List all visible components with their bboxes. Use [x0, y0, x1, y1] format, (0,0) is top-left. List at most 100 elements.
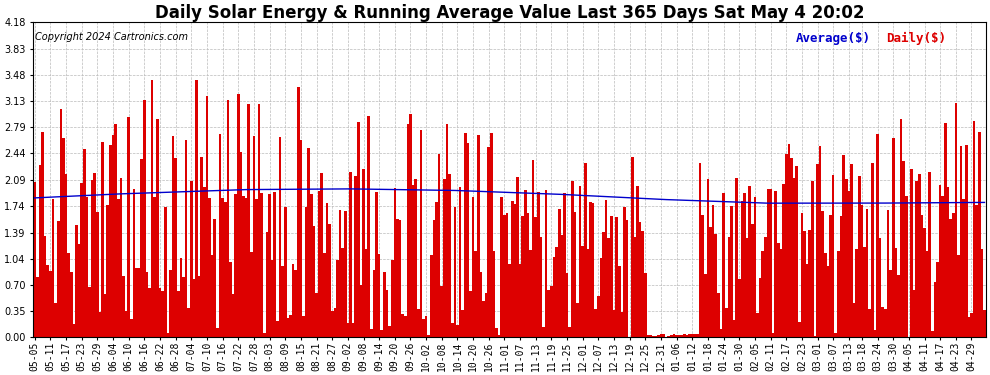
Bar — [78, 244, 80, 337]
Bar — [766, 189, 769, 337]
Bar — [587, 249, 589, 337]
Bar — [657, 335, 659, 337]
Bar — [816, 164, 819, 337]
Bar — [62, 138, 64, 337]
Bar — [600, 258, 602, 337]
Bar — [550, 286, 552, 337]
Bar — [840, 216, 842, 337]
Bar — [651, 336, 654, 337]
Bar — [887, 210, 889, 337]
Bar — [696, 334, 699, 337]
Bar — [811, 181, 814, 337]
Bar — [678, 335, 680, 337]
Bar — [248, 104, 250, 337]
Text: Daily($): Daily($) — [886, 32, 945, 45]
Bar — [391, 260, 393, 337]
Bar — [506, 213, 508, 337]
Bar — [584, 163, 587, 337]
Bar — [830, 214, 832, 337]
Bar — [555, 248, 558, 337]
Bar — [372, 270, 375, 337]
Bar — [487, 147, 490, 337]
Bar — [326, 203, 329, 337]
Bar — [736, 178, 738, 337]
Bar — [479, 272, 482, 337]
Bar — [464, 133, 466, 337]
Bar — [344, 211, 346, 337]
Bar — [404, 316, 407, 337]
Bar — [367, 116, 370, 337]
Bar — [292, 264, 294, 337]
Bar — [602, 232, 605, 337]
Bar — [153, 196, 156, 337]
Bar — [516, 177, 519, 337]
Bar — [965, 145, 967, 337]
Bar — [36, 277, 39, 337]
Bar — [743, 193, 745, 337]
Bar — [114, 124, 117, 337]
Bar — [543, 327, 545, 337]
Bar — [501, 196, 503, 337]
Bar — [493, 251, 495, 337]
Bar — [852, 303, 855, 337]
Bar — [370, 329, 372, 337]
Bar — [981, 249, 983, 337]
Bar — [70, 272, 72, 337]
Bar — [141, 159, 143, 337]
Bar — [741, 201, 743, 337]
Bar — [785, 154, 787, 337]
Bar — [844, 179, 847, 337]
Bar — [819, 146, 822, 337]
Bar — [952, 213, 954, 337]
Bar — [530, 250, 532, 337]
Bar — [378, 254, 380, 337]
Bar — [227, 100, 229, 337]
Bar — [107, 205, 109, 337]
Bar — [34, 182, 36, 337]
Bar — [745, 238, 748, 337]
Bar — [362, 169, 364, 337]
Bar — [112, 135, 114, 337]
Text: Average($): Average($) — [795, 32, 870, 45]
Bar — [571, 181, 573, 337]
Bar — [430, 255, 433, 337]
Bar — [733, 320, 736, 337]
Bar — [329, 224, 331, 337]
Bar — [67, 253, 70, 337]
Bar — [639, 222, 642, 337]
Bar — [910, 169, 913, 337]
Bar — [738, 279, 741, 337]
Bar — [101, 142, 104, 337]
Bar — [305, 207, 308, 337]
Bar — [150, 80, 153, 337]
Bar — [409, 114, 412, 337]
Bar — [680, 335, 683, 337]
Bar — [190, 181, 193, 337]
Bar — [540, 237, 543, 337]
Bar — [665, 336, 667, 337]
Bar — [667, 336, 670, 337]
Bar — [748, 186, 751, 337]
Bar — [195, 80, 198, 337]
Bar — [568, 327, 571, 337]
Bar — [720, 329, 723, 337]
Bar — [474, 252, 477, 337]
Bar — [897, 275, 900, 337]
Bar — [873, 330, 876, 337]
Bar — [453, 207, 456, 337]
Bar — [814, 336, 816, 337]
Bar — [514, 204, 516, 337]
Bar — [339, 210, 342, 337]
Bar — [448, 174, 450, 337]
Bar — [138, 268, 141, 337]
Bar — [764, 237, 766, 337]
Bar — [702, 215, 704, 337]
Bar — [472, 197, 474, 337]
Bar — [143, 100, 146, 337]
Bar — [626, 220, 629, 337]
Bar — [250, 252, 252, 337]
Bar — [315, 293, 318, 337]
Bar — [879, 238, 881, 337]
Bar — [50, 271, 51, 337]
Bar — [415, 179, 417, 337]
